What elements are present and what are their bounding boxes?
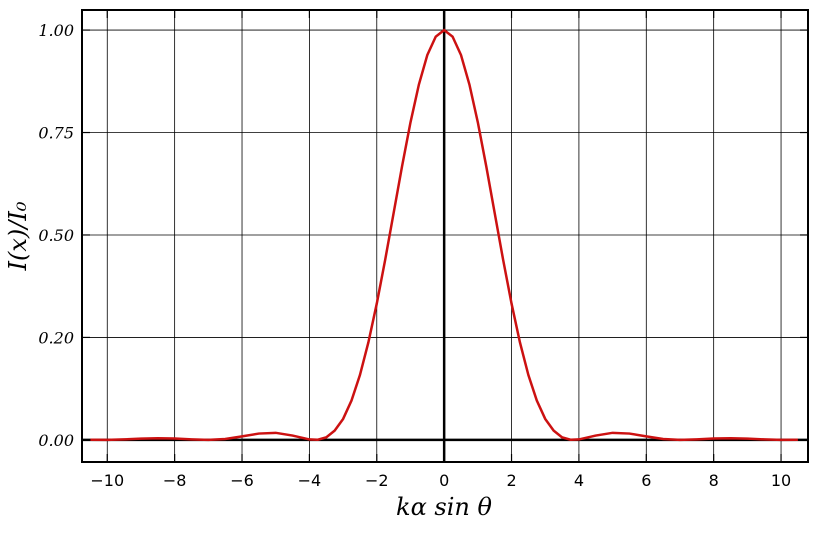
x-axis-label: kα sin θ [396, 493, 492, 521]
y-tick-label: 0.00 [38, 431, 74, 450]
x-tick-label: 8 [709, 471, 719, 490]
x-tick-label: −8 [163, 471, 187, 490]
x-tick-label: 2 [506, 471, 516, 490]
x-tick-label: 6 [641, 471, 651, 490]
plot-frame [81, 9, 809, 463]
x-tick-label: 4 [574, 471, 584, 490]
x-tick-label: −10 [90, 471, 124, 490]
y-tick-label: 0.75 [38, 124, 74, 143]
x-tick-label: −6 [230, 471, 254, 490]
y-axis-label: I(x)/I₀ [4, 201, 32, 271]
x-tick-label: 10 [771, 471, 791, 490]
y-tick-label: 0.50 [38, 226, 74, 245]
x-tick-label: 0 [439, 471, 449, 490]
data-line [90, 28, 798, 442]
y-tick-label: 0.20 [38, 328, 74, 347]
x-tick-label: −4 [298, 471, 322, 490]
x-tick-label: −2 [365, 471, 389, 490]
y-tick-label: 1.00 [38, 21, 74, 40]
